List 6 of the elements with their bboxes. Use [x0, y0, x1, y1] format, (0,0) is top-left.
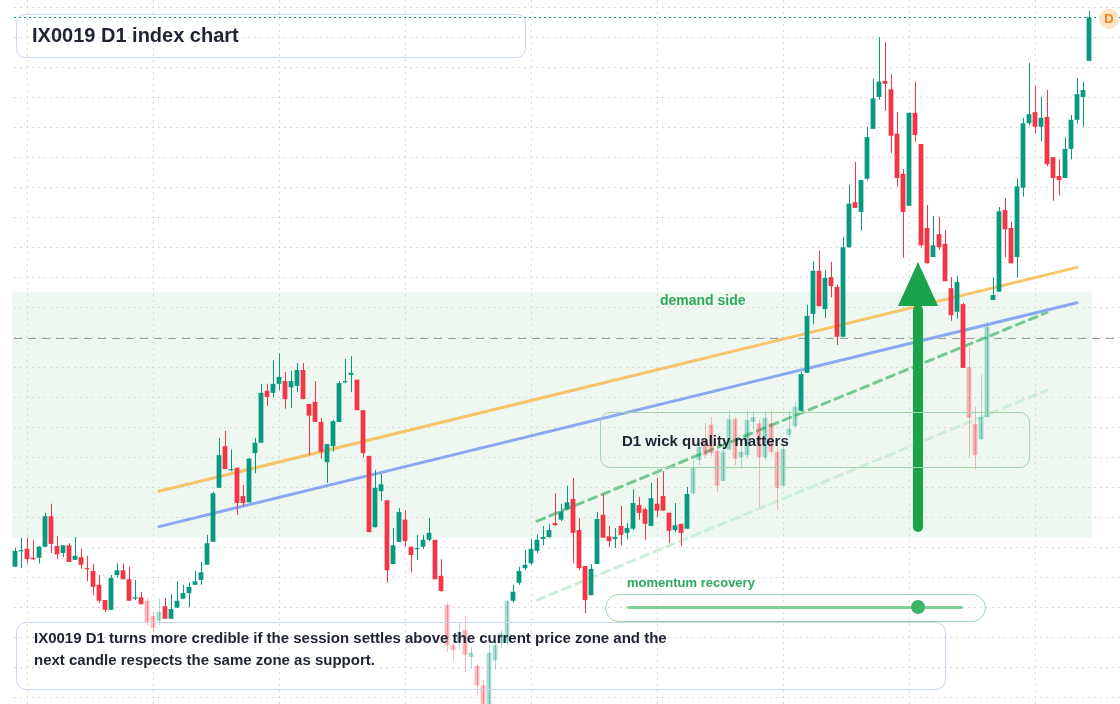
text: IX0019 D1 index chart	[32, 24, 239, 47]
text: D	[1099, 9, 1119, 29]
annotation: momentum recovery	[627, 575, 755, 590]
band-label: demand side	[660, 291, 746, 308]
candlestick	[882, 41, 888, 112]
candlestick	[132, 579, 138, 601]
